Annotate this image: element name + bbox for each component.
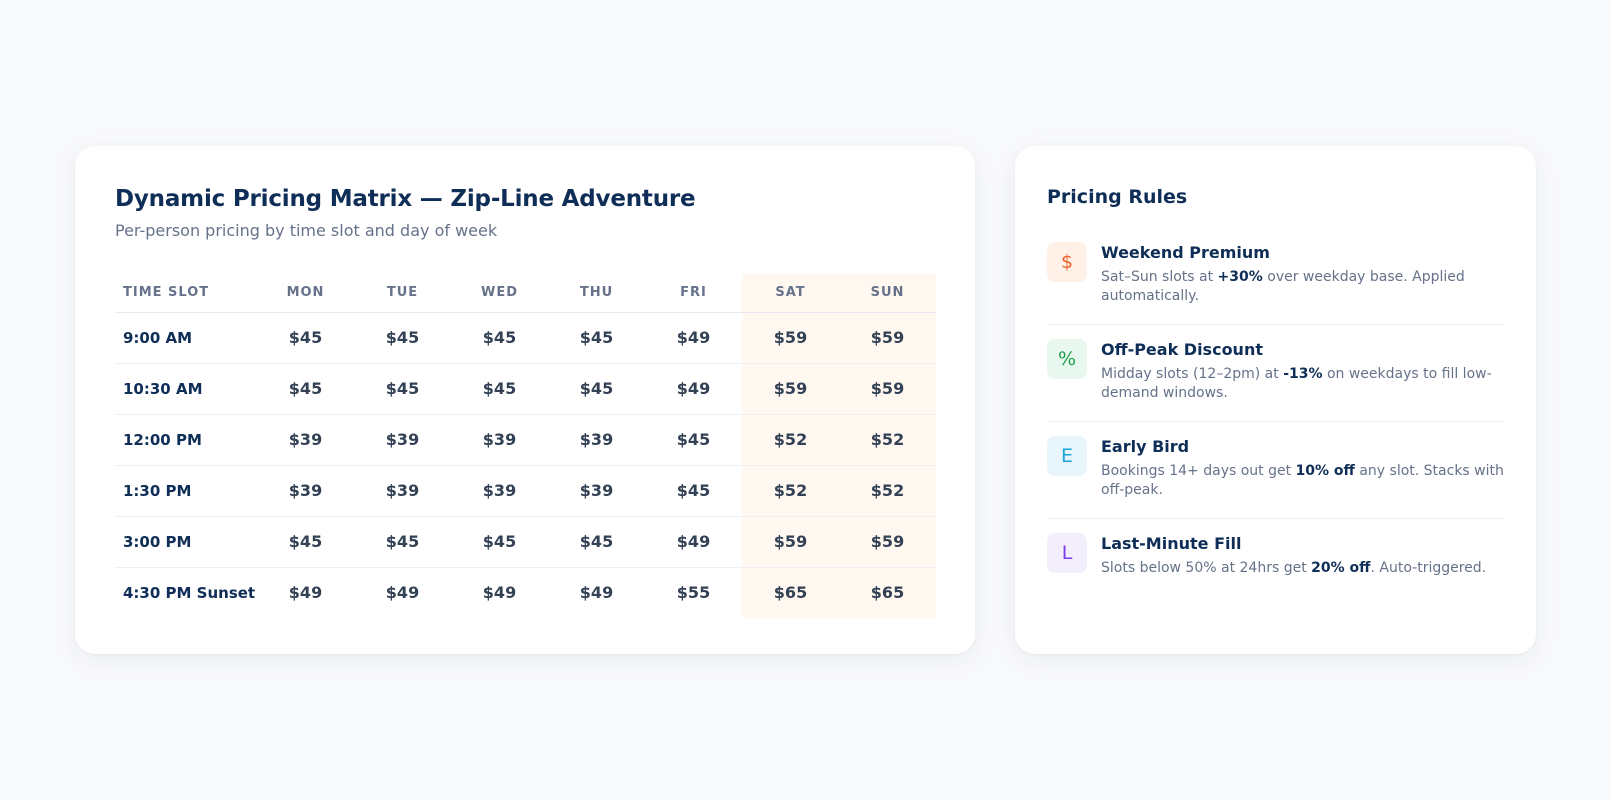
price-cell-mon: $39	[257, 414, 354, 466]
price-cell-wed: $45	[451, 312, 548, 364]
column-header-tue: TUE	[354, 274, 451, 313]
table-row: 9:00 AM $45 $45 $45 $45 $49 $59 $59	[115, 312, 936, 364]
rule-description: Slots below 50% at 24hrs get 20% off. Au…	[1101, 560, 1487, 576]
price-cell-tue: $39	[354, 465, 451, 517]
column-header-thu: THU	[548, 274, 645, 313]
time-slot-label: 4:30 PM Sunset	[123, 583, 256, 602]
rule-highlight: 10% off	[1295, 463, 1355, 479]
price-cell-sat: $59	[742, 516, 839, 568]
price-cell-mon: $45	[257, 363, 354, 415]
rule-body: Early Bird Bookings 14+ days out get 10% …	[1101, 436, 1504, 500]
rule-name: Early Bird	[1101, 437, 1190, 456]
price-cell-fri: $45	[645, 465, 742, 517]
dollar-icon: $	[1047, 242, 1087, 282]
price-cell-fri: $49	[645, 312, 742, 364]
price-cell-sat: $59	[742, 363, 839, 415]
rule-highlight: +30%	[1217, 269, 1263, 285]
table-row: 3:00 PM $45 $45 $45 $45 $49 $59 $59	[115, 516, 936, 568]
time-slot-label: 3:00 PM	[115, 516, 257, 568]
early-bird-icon: E	[1047, 436, 1087, 476]
price-cell-tue: $45	[354, 363, 451, 415]
pricing-rules-card: Pricing Rules $ Weekend Premium Sat–Sun sl…	[1015, 146, 1536, 654]
column-header-sat: SAT	[742, 274, 839, 313]
table-body: 9:00 AM $45 $45 $45 $45 $49 $59 $59 10:30 AM $45 $…	[115, 312, 936, 618]
price-cell-mon: $39	[257, 465, 354, 517]
rule-description: Bookings 14+ days out get 10% off any sl…	[1101, 463, 1504, 498]
pricing-rule: L Last-Minute Fill Slots below 50% at 24hr…	[1047, 519, 1504, 596]
price-cell-sun: $59	[839, 363, 936, 415]
page-subtitle: Per-person pricing by time slot and day …	[115, 221, 498, 240]
price-cell-sun: $52	[839, 465, 936, 517]
price-cell-wed: $39	[451, 414, 548, 466]
pricing-rule: $ Weekend Premium Sat–Sun slots at +30% ov…	[1047, 234, 1504, 325]
price-cell-tue: $45	[354, 312, 451, 364]
time-slot-label: 10:30 AM	[115, 363, 257, 415]
price-cell-wed: $39	[451, 465, 548, 517]
price-cell-sat: $59	[742, 312, 839, 364]
pricing-matrix-card: Dynamic Pricing Matrix — Zip-Line Advent…	[75, 146, 975, 654]
time-slot-label: 12:00 PM	[115, 414, 257, 466]
pricing-rule: % Off-Peak Discount Midday slots (12–2pm) …	[1047, 325, 1504, 422]
price-cell-tue: $39	[354, 414, 451, 466]
column-header-time-slot: TIME SLOT	[115, 274, 257, 313]
price-cell-thu: $49	[579, 583, 614, 603]
price-cell-tue: $45	[354, 516, 451, 568]
pricing-table: TIME SLOT MON TUE WED THU FRI SAT SUN 9:00 AM $4…	[115, 274, 936, 618]
time-slot-label: 9:00 AM	[115, 312, 257, 364]
price-cell-tue: $49	[385, 583, 420, 603]
price-cell-sun: $52	[839, 414, 936, 466]
rule-name: Off-Peak Discount	[1101, 340, 1263, 359]
rule-description: Midday slots (12–2pm) at -13% on weekday…	[1101, 366, 1492, 401]
rules-title: Pricing Rules	[1047, 186, 1188, 208]
last-minute-icon: L	[1047, 533, 1087, 573]
price-cell-sat: $52	[742, 465, 839, 517]
price-cell-thu: $45	[548, 516, 645, 568]
price-cell-mon: $45	[257, 312, 354, 364]
rule-highlight: 20% off	[1311, 560, 1371, 576]
table-row: 12:00 PM $39 $39 $39 $39 $45 $52 $52	[115, 414, 936, 466]
table-row: 4:30 PM Sunset $49 $49 $49 $49 $55 $65 $65	[115, 567, 936, 618]
price-cell-thu: $45	[548, 312, 645, 364]
column-header-wed: WED	[451, 274, 548, 313]
table-header-row: TIME SLOT MON TUE WED THU FRI SAT SUN	[115, 274, 936, 313]
rule-name: Weekend Premium	[1101, 243, 1270, 262]
table-row: 1:30 PM $39 $39 $39 $39 $45 $52 $52	[115, 465, 936, 517]
price-cell-thu: $45	[548, 363, 645, 415]
column-header-fri: FRI	[645, 274, 742, 313]
rule-body: Off-Peak Discount Midday slots (12–2pm) a…	[1101, 339, 1504, 403]
price-cell-wed: $49	[482, 583, 517, 603]
price-cell-sun: $65	[839, 567, 936, 618]
price-cell-fri: $55	[676, 583, 711, 603]
column-header-mon: MON	[257, 274, 354, 313]
price-cell-fri: $49	[645, 516, 742, 568]
price-cell-mon: $45	[257, 516, 354, 568]
price-cell-fri: $49	[645, 363, 742, 415]
table-row: 10:30 AM $45 $45 $45 $45 $49 $59 $59	[115, 363, 936, 415]
page-title: Dynamic Pricing Matrix — Zip-Line Advent…	[115, 186, 696, 212]
price-cell-mon: $49	[288, 583, 323, 603]
rules-list: $ Weekend Premium Sat–Sun slots at +30% ov…	[1047, 234, 1504, 596]
rule-body: Last-Minute Fill Slots below 50% at 24hrs…	[1101, 533, 1504, 578]
column-header-sun: SUN	[839, 274, 936, 313]
pricing-rule: E Early Bird Bookings 14+ days out get 10%…	[1047, 422, 1504, 519]
percent-icon: %	[1047, 339, 1087, 379]
price-cell-fri: $45	[645, 414, 742, 466]
rule-body: Weekend Premium Sat–Sun slots at +30% ove…	[1101, 242, 1504, 306]
price-cell-sat: $52	[742, 414, 839, 466]
rule-name: Last-Minute Fill	[1101, 534, 1242, 553]
price-cell-sun: $59	[839, 312, 936, 364]
price-cell-thu: $39	[548, 465, 645, 517]
rule-description: Sat–Sun slots at +30% over weekday base.…	[1101, 269, 1465, 304]
price-cell-sat: $65	[742, 567, 839, 618]
price-cell-wed: $45	[451, 363, 548, 415]
price-cell-wed: $45	[451, 516, 548, 568]
time-slot-label: 1:30 PM	[115, 465, 257, 517]
price-cell-sun: $59	[839, 516, 936, 568]
rule-highlight: -13%	[1283, 366, 1323, 382]
price-cell-thu: $39	[548, 414, 645, 466]
